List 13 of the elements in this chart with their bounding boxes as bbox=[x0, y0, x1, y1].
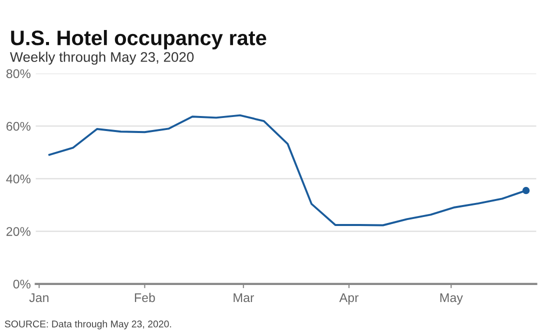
y-tick-label: 40% bbox=[6, 174, 30, 184]
x-tick-label: Apr bbox=[339, 293, 359, 305]
x-tick-label: Jan bbox=[29, 293, 48, 302]
x-tick-label: May bbox=[440, 293, 463, 305]
x-tick-label: Mar bbox=[234, 293, 254, 302]
y-tick-label: 0% bbox=[13, 280, 30, 289]
y-tick-label: 60% bbox=[6, 122, 30, 131]
x-tick-label: Feb bbox=[134, 292, 155, 302]
y-tick-label: 80% bbox=[6, 69, 30, 78]
source-note: SOURCE: Data through May 23, 2020. bbox=[4, 320, 172, 330]
chart-subtitle: Weekly through May 23, 2020 bbox=[10, 52, 194, 65]
y-tick-label: 20% bbox=[6, 227, 30, 236]
chart-title: U.S. Hotel occupancy rate bbox=[11, 30, 266, 50]
